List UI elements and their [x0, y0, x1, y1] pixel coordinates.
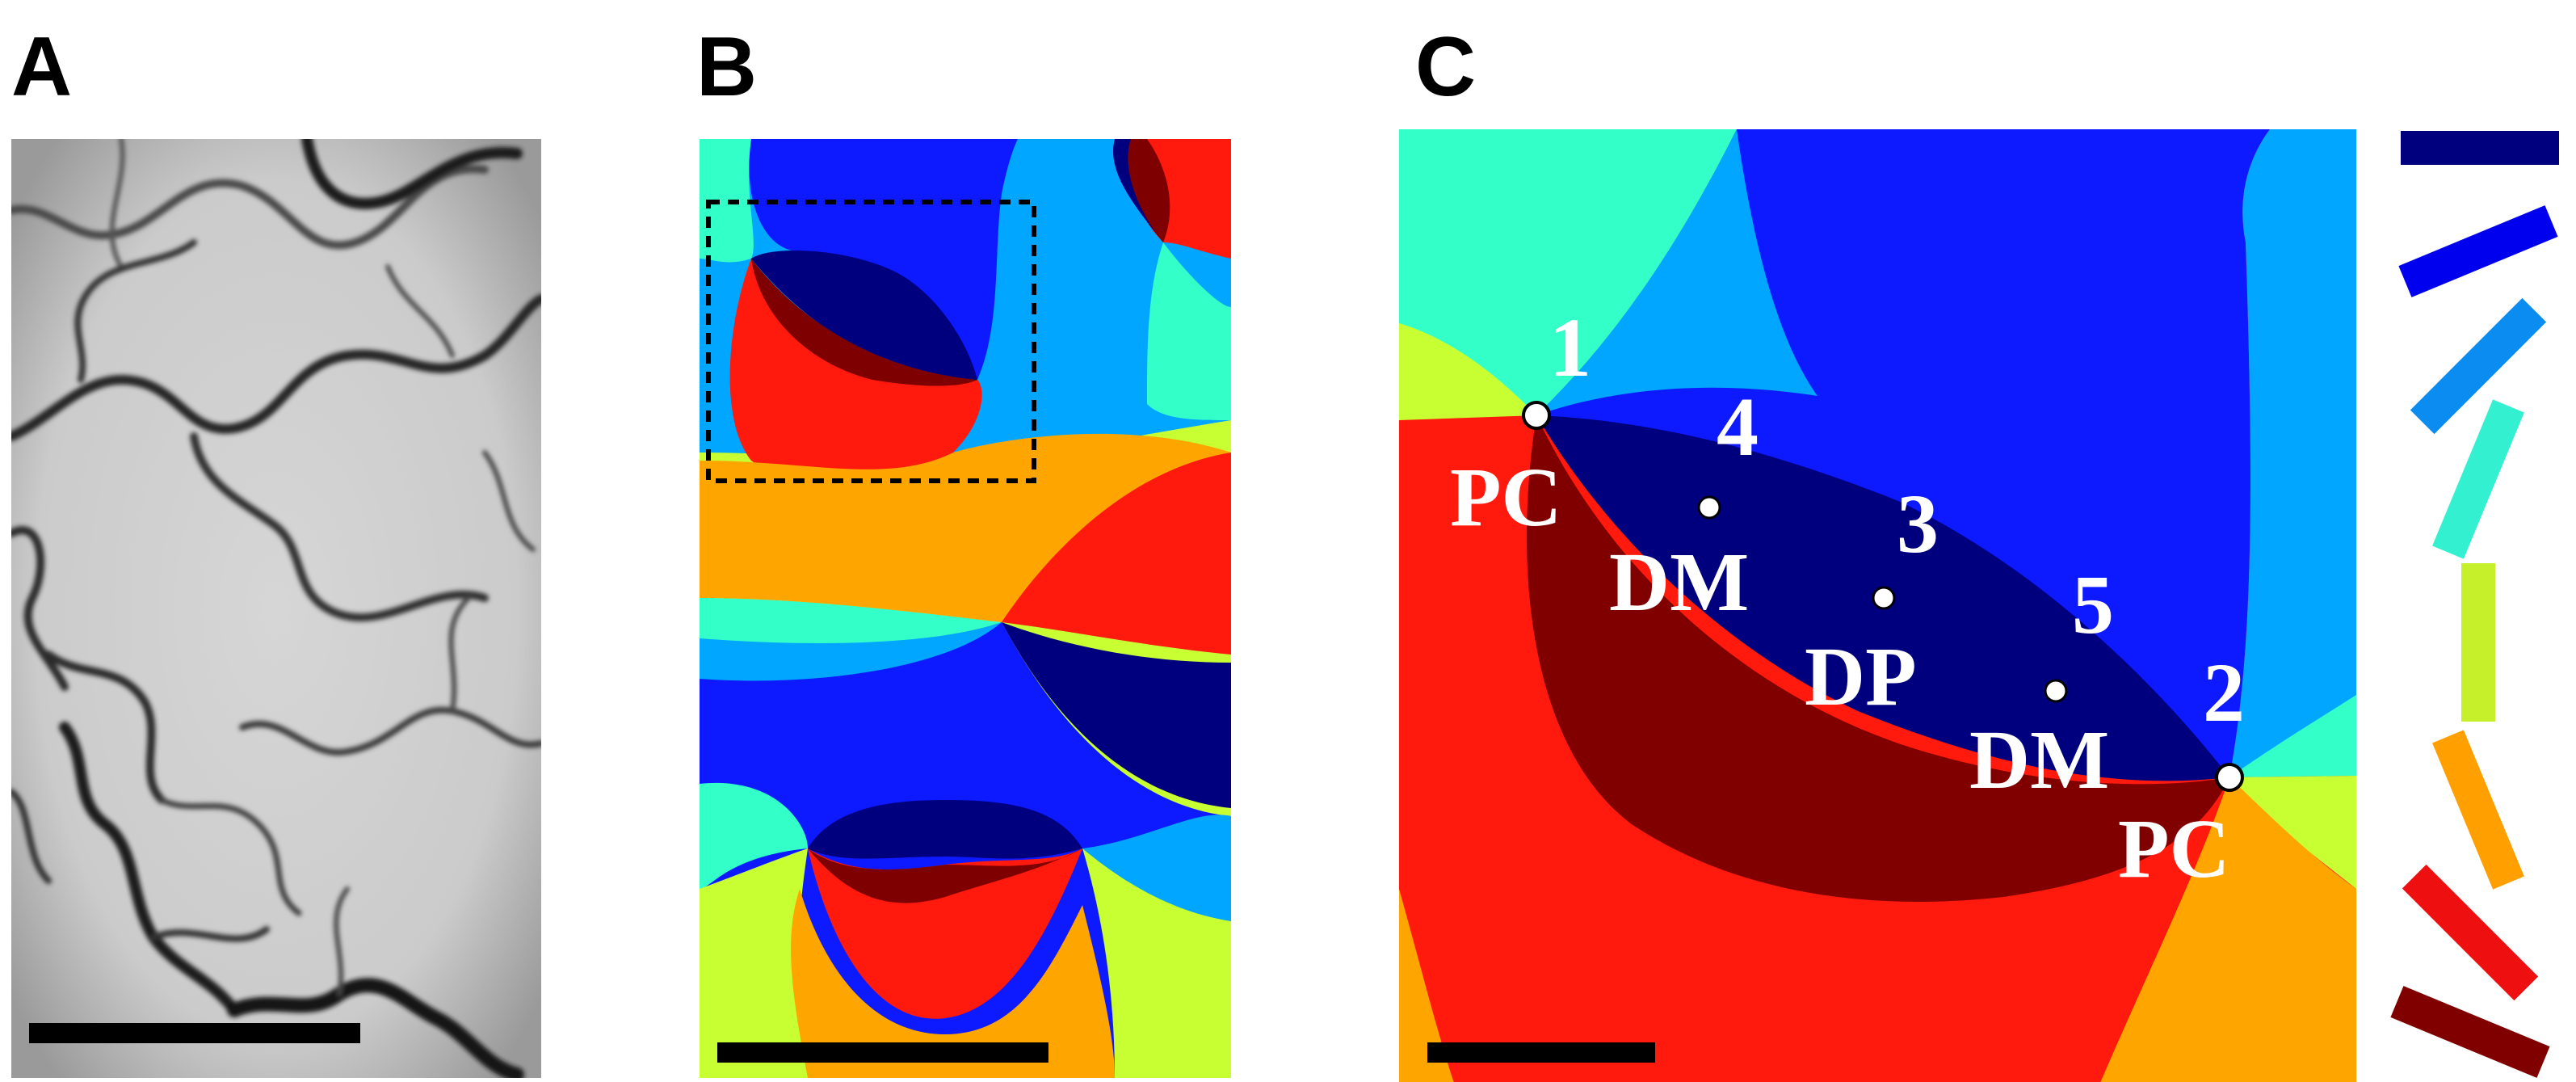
- label-pc-2: PC: [2118, 802, 2230, 895]
- label-number-4: 4: [1717, 381, 1759, 474]
- panel-label-a: A: [11, 20, 72, 114]
- legend-bar-90-deg: [2461, 563, 2495, 722]
- legend-bar-67-deg: [2432, 399, 2524, 559]
- legend-bar-0-deg: [2401, 131, 2559, 165]
- label-number-3: 3: [1897, 478, 1939, 570]
- scale-bar-c: [1427, 1042, 1655, 1063]
- blood-vessels: [11, 139, 541, 1078]
- inset-box: [706, 200, 1036, 483]
- pinwheel-center-1: [1522, 401, 1551, 430]
- panel-label-c: C: [1415, 20, 1476, 114]
- orientation-legend: [2390, 131, 2559, 1078]
- label-number-5: 5: [2072, 558, 2114, 651]
- legend-bar-45-deg: [2410, 297, 2547, 435]
- legend-bar-135-deg: [2402, 864, 2539, 1001]
- scale-bar-b: [717, 1042, 1048, 1063]
- label-dm-1: DM: [1609, 536, 1749, 629]
- point-3: [1872, 586, 1896, 610]
- label-pc-1: PC: [1450, 451, 1562, 544]
- legend-bar-22-deg: [2398, 205, 2558, 297]
- orientation-map-b: [700, 139, 1231, 1078]
- label-dm-2: DM: [1969, 714, 2109, 806]
- label-dp: DP: [1805, 630, 1917, 723]
- point-5: [2044, 679, 2068, 703]
- panel-label-b: B: [696, 20, 757, 114]
- legend-bar-112-deg: [2432, 730, 2524, 890]
- pinwheel-center-2: [2215, 763, 2244, 792]
- label-number-2: 2: [2203, 646, 2245, 739]
- label-number-1: 1: [1549, 301, 1591, 394]
- legend-bar-157-deg: [2390, 986, 2550, 1078]
- scale-bar-a: [29, 1023, 360, 1043]
- point-4: [1697, 495, 1721, 520]
- cortex-image: [11, 139, 541, 1078]
